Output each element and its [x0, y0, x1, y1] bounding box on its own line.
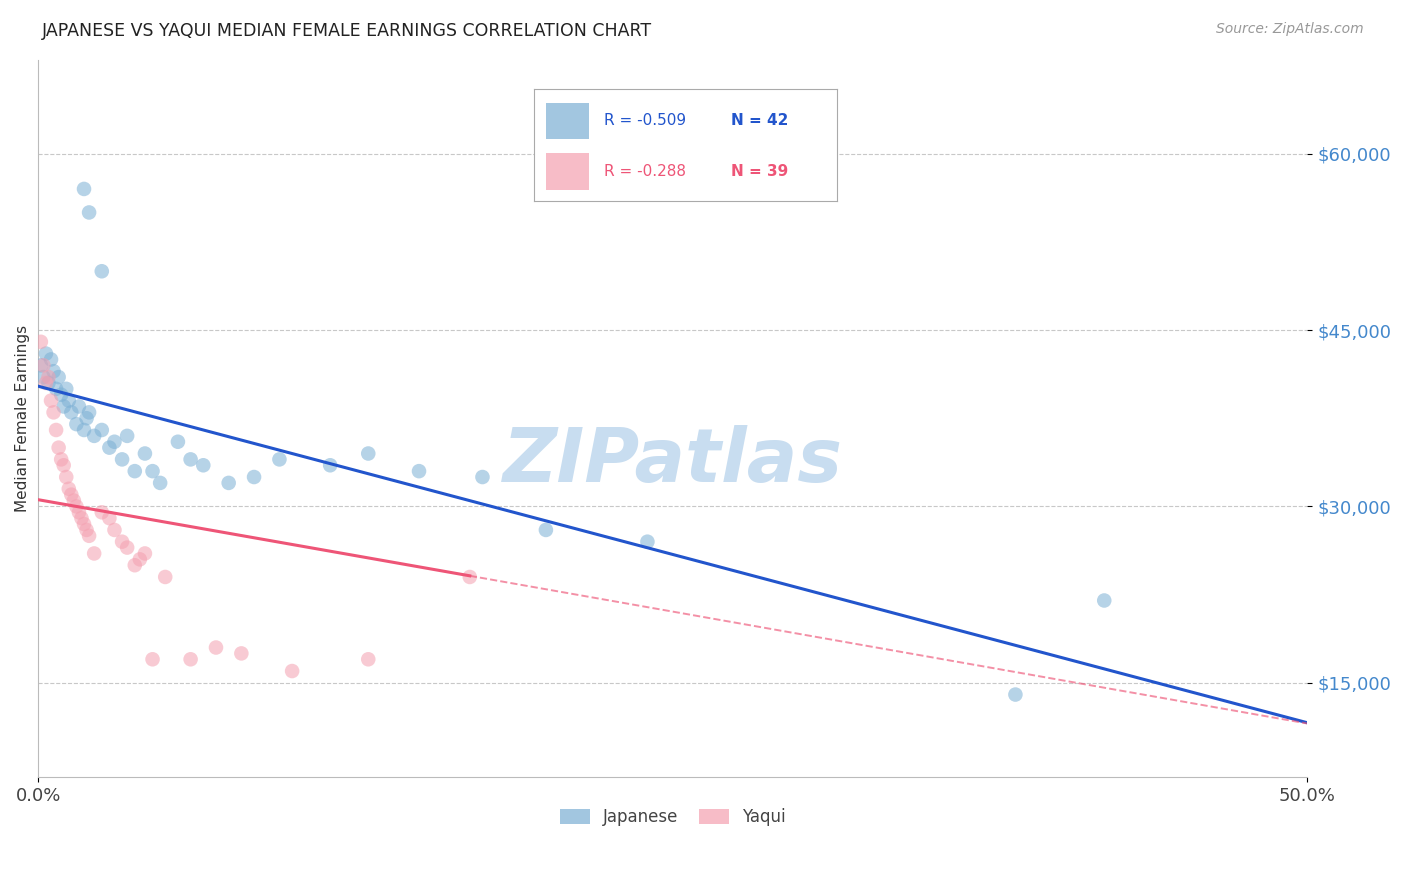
Point — [73, 182, 96, 196]
Y-axis label: Median Female Earnings: Median Female Earnings — [15, 325, 30, 512]
Point — [269, 452, 291, 467]
Point — [243, 470, 266, 484]
Point — [37, 376, 59, 390]
Point — [83, 546, 105, 560]
Point — [67, 505, 90, 519]
Point — [357, 652, 380, 666]
Point — [103, 523, 125, 537]
Point — [98, 441, 121, 455]
Text: Source: ZipAtlas.com: Source: ZipAtlas.com — [1216, 22, 1364, 37]
Point — [471, 470, 494, 484]
Point — [30, 334, 52, 349]
Point — [149, 475, 172, 490]
Point — [73, 517, 96, 532]
Point — [1372, 605, 1395, 619]
Point — [141, 652, 163, 666]
Point — [1004, 688, 1026, 702]
Point — [70, 511, 93, 525]
Point — [77, 529, 100, 543]
Point — [48, 441, 70, 455]
Point — [90, 505, 112, 519]
Point — [73, 423, 96, 437]
Point — [35, 346, 58, 360]
Point — [128, 552, 150, 566]
Point — [32, 370, 55, 384]
Point — [1092, 593, 1115, 607]
Point — [205, 640, 228, 655]
Point — [458, 570, 481, 584]
Point — [357, 446, 380, 460]
Point — [636, 534, 658, 549]
Point — [39, 352, 62, 367]
Point — [77, 205, 100, 219]
Point — [32, 359, 55, 373]
Point — [180, 652, 202, 666]
Point — [55, 382, 77, 396]
Point — [408, 464, 430, 478]
Point — [534, 523, 557, 537]
Text: ZIPatlas: ZIPatlas — [503, 425, 842, 498]
Point — [76, 523, 98, 537]
Point — [90, 423, 112, 437]
Point — [77, 405, 100, 419]
Point — [83, 429, 105, 443]
Point — [115, 541, 138, 555]
Text: R = -0.288: R = -0.288 — [603, 163, 686, 178]
Point — [111, 534, 134, 549]
Point — [180, 452, 202, 467]
Point — [155, 570, 177, 584]
Point — [51, 452, 73, 467]
Point — [134, 546, 156, 560]
Point — [98, 511, 121, 525]
Point — [67, 400, 90, 414]
Text: N = 39: N = 39 — [731, 163, 787, 178]
Point — [193, 458, 215, 473]
Text: R = -0.509: R = -0.509 — [603, 113, 686, 128]
FancyBboxPatch shape — [547, 103, 589, 139]
Point — [30, 359, 52, 373]
Point — [65, 417, 87, 431]
Point — [45, 423, 67, 437]
Point — [45, 382, 67, 396]
Point — [58, 393, 80, 408]
Point — [141, 464, 163, 478]
Point — [60, 405, 83, 419]
Point — [103, 434, 125, 449]
Point — [52, 458, 75, 473]
Point — [35, 376, 58, 390]
Point — [281, 664, 304, 678]
Point — [65, 500, 87, 514]
Point — [134, 446, 156, 460]
Point — [60, 488, 83, 502]
Legend: Japanese, Yaqui: Japanese, Yaqui — [560, 808, 786, 826]
Point — [76, 411, 98, 425]
Point — [52, 400, 75, 414]
Point — [1398, 734, 1406, 748]
Point — [48, 370, 70, 384]
Point — [39, 393, 62, 408]
Point — [124, 558, 146, 573]
Point — [90, 264, 112, 278]
Point — [51, 388, 73, 402]
Text: JAPANESE VS YAQUI MEDIAN FEMALE EARNINGS CORRELATION CHART: JAPANESE VS YAQUI MEDIAN FEMALE EARNINGS… — [42, 22, 652, 40]
Point — [42, 405, 65, 419]
Point — [42, 364, 65, 378]
Point — [115, 429, 138, 443]
Point — [167, 434, 190, 449]
Point — [55, 470, 77, 484]
Point — [58, 482, 80, 496]
Point — [231, 647, 253, 661]
FancyBboxPatch shape — [547, 153, 589, 189]
Point — [37, 370, 59, 384]
Point — [111, 452, 134, 467]
Point — [63, 493, 86, 508]
Text: N = 42: N = 42 — [731, 113, 789, 128]
Point — [124, 464, 146, 478]
Point — [319, 458, 342, 473]
Point — [218, 475, 240, 490]
